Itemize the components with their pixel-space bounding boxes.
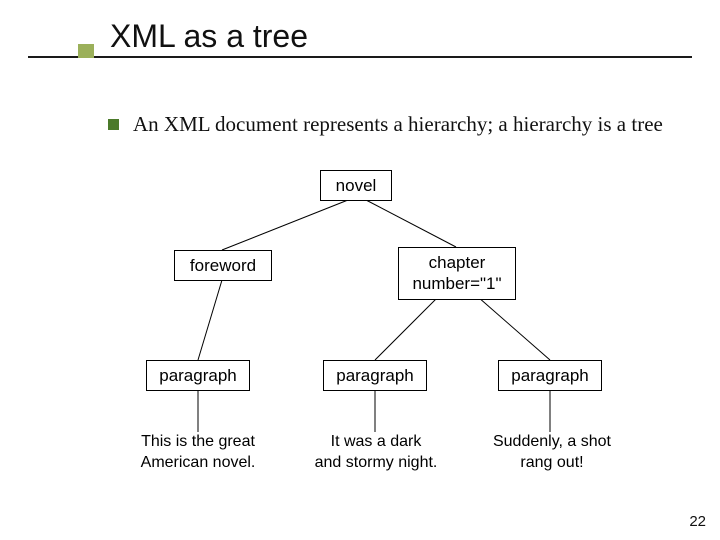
leaf-text-2: It was a dark and stormy night. (300, 432, 452, 474)
node-paragraph-2: paragraph (323, 360, 427, 391)
node-foreword: foreword (174, 250, 272, 281)
node-novel: novel (320, 170, 392, 201)
node-paragraph-3: paragraph (498, 360, 602, 391)
page-number: 22 (689, 513, 706, 530)
node-chapter-line1: chapter number="1" (412, 253, 501, 293)
node-chapter: chapter number="1" (398, 247, 516, 300)
node-paragraph-1: paragraph (146, 360, 250, 391)
tree-diagram: novel foreword chapter number="1" paragr… (0, 0, 720, 540)
leaf-text-1: This is the great American novel. (128, 432, 268, 474)
leaf-text-3: Suddenly, a shot rang out! (482, 432, 622, 474)
slide: XML as a tree An XML document represents… (0, 0, 720, 540)
